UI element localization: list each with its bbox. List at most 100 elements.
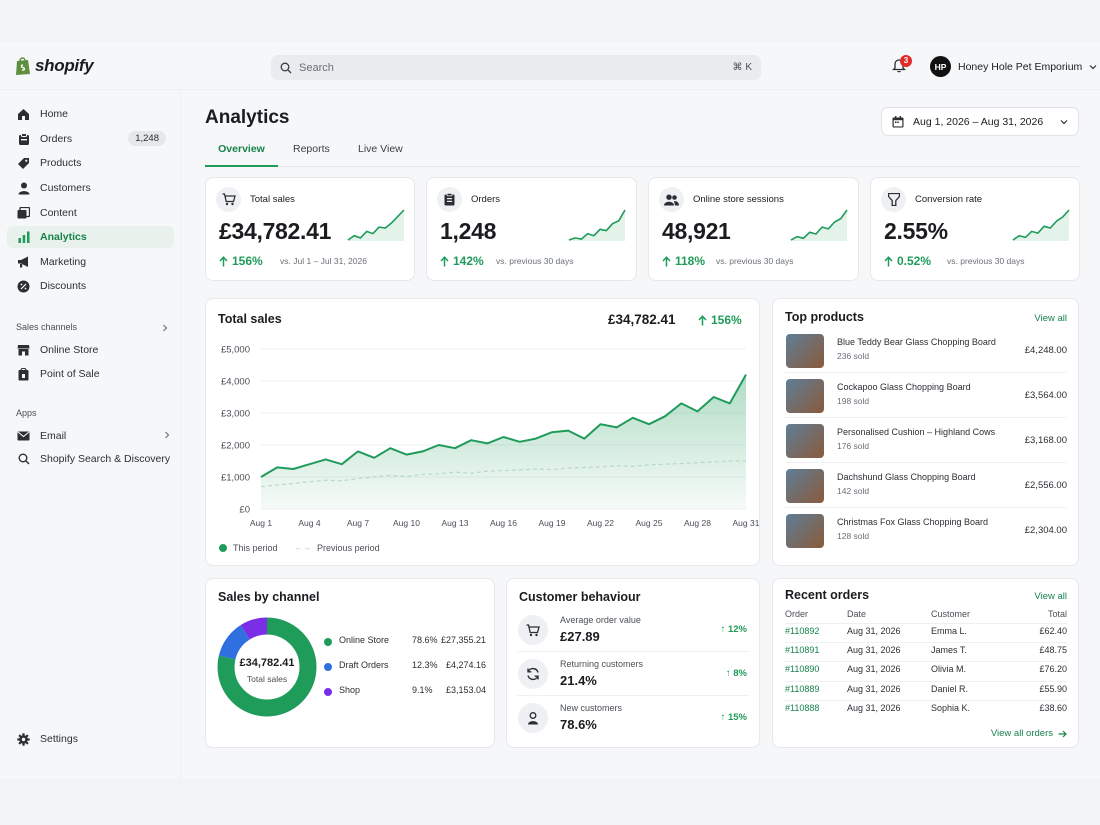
- sidebar-item-discounts[interactable]: Discounts: [7, 275, 174, 297]
- search-icon: [16, 452, 31, 467]
- order-id[interactable]: #110890: [785, 664, 820, 675]
- sidebar-item-label: Content: [40, 207, 77, 219]
- analytics-tabs: Overview Reports Live View: [205, 140, 1080, 167]
- sidebar-item-analytics[interactable]: Analytics: [7, 226, 174, 248]
- kpi-delta-value: 118%: [675, 254, 706, 268]
- channel-value: £27,355.21: [440, 635, 486, 645]
- sidebar-item-label: Shopify Search & Discovery: [40, 453, 171, 465]
- brand-name: shopify: [35, 56, 94, 75]
- kpi-delta-value: 142%: [453, 254, 484, 268]
- product-sold-count: 128 sold: [837, 531, 870, 541]
- order-id[interactable]: #110892: [785, 626, 820, 636]
- list-item[interactable]: Dachshund Glass Chopping Board 142 sold £2…: [785, 468, 1067, 508]
- apps-section: Apps: [16, 408, 37, 418]
- sidebar-item-label: Marketing: [40, 256, 87, 268]
- product-name: Personalised Cushion – Highland Cows: [837, 427, 996, 437]
- sidebar-item-customers[interactable]: Customers: [7, 177, 174, 199]
- sidebar-item-label: Customers: [40, 182, 91, 194]
- order-id[interactable]: #110888: [785, 702, 820, 713]
- channel-row: Online Store 78.6% £27,355.21: [324, 635, 486, 649]
- channel-swatch: [324, 688, 332, 696]
- sidebar-item-orders[interactable]: Orders 1,248: [7, 128, 174, 150]
- kpi-label: Orders: [471, 194, 501, 205]
- view-all-products-link[interactable]: View all: [1034, 313, 1067, 324]
- x-tick-label: Aug 19: [539, 518, 566, 528]
- sidebar-item-settings[interactable]: Settings: [7, 728, 174, 750]
- tab-overview[interactable]: Overview: [205, 143, 278, 167]
- clipboard-icon: [437, 187, 462, 212]
- product-revenue: £2,556.00: [1024, 480, 1067, 491]
- sidebar-item-label: Home: [40, 108, 69, 120]
- funnel-icon: [881, 187, 906, 212]
- sidebar-item-marketing[interactable]: Marketing: [7, 251, 174, 273]
- channel-percent: 9.1%: [412, 685, 433, 695]
- pos-icon: [16, 367, 31, 382]
- sidebar-item-label: Settings: [40, 733, 78, 745]
- kpi-value: 48,921: [662, 218, 731, 244]
- cart-icon: [518, 615, 548, 645]
- search-shortcut: ⌘ K: [732, 62, 752, 73]
- metric-new-customers: New customers 78.6% ↑ 15%: [517, 696, 749, 740]
- legend-label: Previous period: [317, 543, 380, 553]
- metric-delta: ↑ 15%: [720, 712, 747, 723]
- tab-reports[interactable]: Reports: [293, 143, 330, 155]
- product-revenue: £4,248.00: [1024, 345, 1067, 356]
- product-name: Blue Teddy Bear Glass Chopping Board: [837, 337, 996, 347]
- x-tick-label: Aug 7: [347, 518, 369, 528]
- x-tick-label: Aug 10: [393, 518, 420, 528]
- total-sales-chart-card: Total sales £34,782.41 156% £0 £1,000 £2,0…: [205, 298, 760, 566]
- store-name: Honey Hole Pet Emporium: [958, 60, 1083, 73]
- footer-link-label: View all orders: [990, 728, 1053, 739]
- metric-label: New customers: [560, 703, 623, 713]
- channel-name: Shop: [339, 685, 361, 695]
- kpi-comparison: vs. previous 30 days: [947, 256, 1025, 266]
- list-item[interactable]: Personalised Cushion – Highland Cows 176 …: [785, 423, 1067, 463]
- date-range-picker[interactable]: Aug 1, 2026 – Aug 31, 2026: [881, 107, 1079, 136]
- kpi-card-conversion-rate[interactable]: Conversion rate 2.55% 0.52% vs. previous…: [870, 177, 1080, 281]
- refresh-icon: [518, 659, 548, 689]
- x-tick-label: Aug 16: [490, 518, 517, 528]
- list-item[interactable]: Christmas Fox Glass Chopping Board 128 so…: [785, 513, 1067, 553]
- chart-delta: 156%: [698, 313, 742, 327]
- order-id[interactable]: #110891: [785, 645, 820, 656]
- metric-value: 78.6%: [560, 717, 597, 732]
- x-tick-label: Aug 28: [684, 518, 711, 528]
- product-thumbnail: [786, 379, 824, 413]
- sidebar-item-home[interactable]: Home: [7, 103, 174, 125]
- view-all-orders-link[interactable]: View all: [1034, 591, 1067, 602]
- account-menu[interactable]: HP Honey Hole Pet Emporium: [930, 56, 1097, 77]
- sidebar-item-label: Discounts: [40, 280, 87, 292]
- discount-icon: [16, 279, 31, 294]
- search-input[interactable]: Search: [299, 61, 334, 74]
- sparkline-line: [568, 209, 626, 241]
- kpi-card-sessions[interactable]: Online store sessions 48,921 118% vs. pr…: [648, 177, 859, 281]
- sidebar-item-point-of-sale[interactable]: Point of Sale: [7, 363, 174, 385]
- arrow-up-icon: [698, 314, 707, 325]
- main-content: Analytics Aug 1, 2026 – Aug 31, 2026 Ove…: [182, 90, 1100, 779]
- sidebar-item-content[interactable]: Content: [7, 202, 174, 224]
- x-tick-label: Aug 31: [733, 518, 759, 528]
- arrow-right-icon: [1058, 730, 1067, 737]
- sidebar-item-email[interactable]: Email: [7, 425, 174, 447]
- column-header-customer: Customer: [931, 609, 971, 619]
- search-icon: [280, 62, 292, 73]
- kpi-card-total-sales[interactable]: Total sales £34,782.41 156% vs. Jul 1 – …: [205, 177, 415, 281]
- sales-channels-section[interactable]: Sales channels: [16, 322, 172, 332]
- order-id[interactable]: #110889: [785, 683, 820, 694]
- search-bar[interactable]: Search ⌘ K: [271, 55, 761, 80]
- tab-live-view[interactable]: Live View: [358, 143, 403, 155]
- list-item[interactable]: Cockapoo Glass Chopping Board 198 sold £3,…: [785, 378, 1067, 418]
- customer-name: Sophia K.: [931, 702, 971, 713]
- shopify-logo[interactable]: shopify: [14, 56, 94, 76]
- sidebar-item-products[interactable]: Products: [7, 152, 174, 174]
- sidebar-item-search-discovery[interactable]: Shopify Search & Discovery: [7, 448, 174, 470]
- view-all-orders-footer-link[interactable]: View all orders: [991, 728, 1067, 739]
- gear-icon: [16, 732, 31, 747]
- sidebar-item-online-store[interactable]: Online Store: [7, 339, 174, 361]
- x-tick-label: Aug 4: [298, 518, 320, 528]
- kpi-card-orders[interactable]: Orders 1,248 142% vs. previous 30 days: [426, 177, 637, 281]
- channel-name: Draft Orders: [339, 660, 389, 670]
- channel-swatch: [324, 638, 332, 646]
- list-item[interactable]: Blue Teddy Bear Glass Chopping Board 236 …: [785, 333, 1067, 373]
- channel-donut-chart: [217, 617, 317, 717]
